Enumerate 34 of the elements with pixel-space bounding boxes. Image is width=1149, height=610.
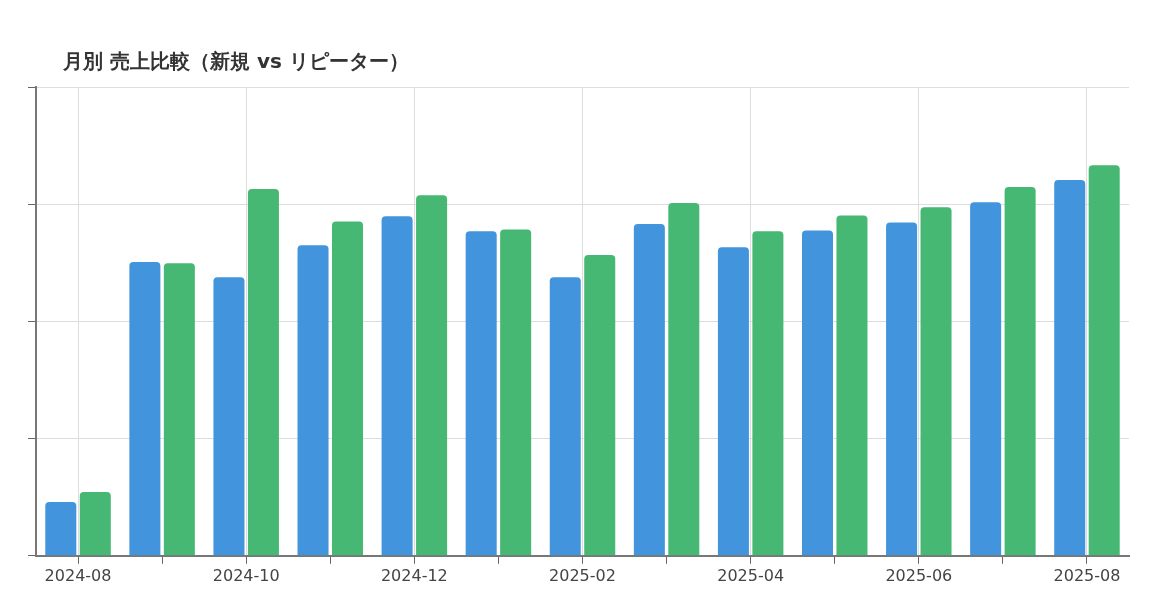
- x-tick-label: 2024-10: [212, 565, 280, 585]
- bar: [633, 224, 665, 556]
- x-tick-label: 2025-02: [549, 565, 616, 585]
- bar: [752, 231, 784, 556]
- bar: [381, 216, 413, 556]
- bar: [79, 492, 111, 556]
- bar: [416, 195, 448, 556]
- bar: [920, 207, 952, 556]
- x-tick-label: 2025-04: [717, 565, 785, 585]
- bar: [247, 188, 279, 556]
- bar: [331, 221, 364, 556]
- bar: [886, 222, 918, 556]
- bar: [549, 277, 581, 556]
- bar: [836, 215, 868, 556]
- bar: [1054, 179, 1086, 556]
- x-tick-label: 2025-06: [885, 565, 953, 585]
- bar: [129, 262, 161, 556]
- bar: [801, 230, 834, 556]
- x-tick-label: 2025-08: [1053, 565, 1121, 585]
- bar: [465, 231, 497, 556]
- bar: [500, 229, 532, 556]
- bar: [1004, 187, 1036, 556]
- bar: [970, 202, 1002, 556]
- x-tick-label: 2024-12: [380, 565, 448, 585]
- bar: [163, 263, 195, 556]
- x-tick-label: 2024-08: [44, 565, 112, 585]
- bar: [1088, 165, 1120, 556]
- bar: [584, 254, 616, 556]
- bar: [668, 203, 700, 556]
- bar: [213, 277, 245, 556]
- chart-title: 月別 売上比較（新規 vs リピーター）: [62, 48, 410, 75]
- bar: [717, 247, 749, 556]
- bar: [45, 501, 77, 556]
- bar: [297, 245, 329, 556]
